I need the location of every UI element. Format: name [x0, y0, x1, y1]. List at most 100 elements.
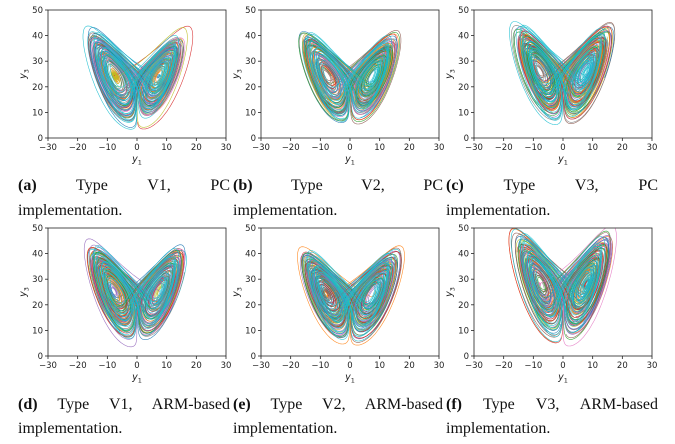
panel-c: −30 −20 −10 0 10 20 30 0 10 20 30 40 50 y1 y3	[444, 6, 659, 166]
x-tick-label: 0	[134, 361, 139, 371]
y-axis-label: y3	[231, 69, 244, 80]
caption-e-text2: implementation.	[233, 420, 338, 437]
y-tick-label: 40	[32, 32, 43, 42]
caption-d-text2: implementation.	[18, 420, 123, 437]
x-tick-label: 20	[191, 361, 202, 371]
y-tick-label: 0	[251, 134, 256, 144]
x-tick-label: −10	[524, 361, 542, 371]
x-tick-label: −10	[98, 361, 116, 371]
trajectory-line-core	[307, 251, 390, 338]
trajectory-line-core	[520, 234, 603, 335]
y-tick-label: 20	[245, 301, 256, 311]
panel-e: −30 −20 −10 0 10 20 30 0 10 20 30 40 50 y1 y3	[231, 224, 446, 384]
x-tick-label: −30	[39, 143, 57, 153]
x-tick-label: 30	[221, 361, 232, 371]
x-tick-label: −20	[495, 143, 513, 153]
caption-d-text: Type V1, ARM-based	[57, 396, 230, 413]
x-tick-label: −10	[524, 143, 542, 153]
y-tick-label: 10	[458, 108, 469, 118]
y-tick-label: 40	[32, 250, 43, 260]
x-tick-label: −10	[311, 143, 329, 153]
caption-b-text: Type V2, PC	[290, 177, 443, 194]
y-tick-label: 50	[245, 6, 256, 16]
trajectory-line-core	[522, 236, 606, 334]
y-tick-label: 0	[464, 352, 469, 362]
x-axis-label: y1	[344, 154, 355, 166]
y-tick-label: 10	[32, 108, 43, 118]
caption-b-line2: implementation.	[233, 196, 443, 226]
y-tick-label: 40	[245, 32, 256, 42]
y-tick-label: 50	[245, 224, 256, 234]
caption-a-text2: implementation.	[18, 202, 123, 219]
y-axis-label: y3	[231, 287, 244, 298]
caption-b-text2: implementation.	[233, 202, 338, 219]
caption-c-text2: implementation.	[446, 202, 551, 219]
x-tick-label: −20	[282, 143, 300, 153]
y-tick-label: 30	[245, 57, 256, 67]
x-axis-label: y1	[557, 372, 568, 384]
caption-e-tag: (e)	[233, 396, 251, 413]
y-tick-label: 10	[245, 108, 256, 118]
y-tick-label: 50	[32, 6, 43, 16]
trajectory-group	[83, 238, 187, 348]
trajectory-line	[110, 27, 188, 128]
trajectory-line-core	[522, 27, 606, 118]
x-tick-label: 30	[647, 361, 658, 371]
x-axis-label: y1	[131, 372, 142, 384]
caption-f-text: Type V3, ARM-based	[483, 396, 658, 413]
x-axis-label: y1	[344, 372, 355, 384]
caption-d: (d) Type V1, ARM-based	[18, 390, 230, 420]
x-tick-label: −20	[69, 143, 87, 153]
caption-c-line2: implementation.	[446, 196, 658, 226]
x-tick-label: 30	[434, 361, 445, 371]
y-tick-label: 0	[38, 134, 43, 144]
x-tick-label: 20	[404, 361, 415, 371]
y-tick-label: 10	[245, 326, 256, 336]
x-tick-label: −20	[282, 361, 300, 371]
x-tick-label: 10	[161, 143, 172, 153]
chart-c: −30 −20 −10 0 10 20 30 0 10 20 30 40 50 y1 y3	[444, 6, 658, 166]
y-tick-label: 40	[245, 250, 256, 260]
x-tick-label: −30	[252, 361, 270, 371]
y-tick-label: 50	[458, 224, 469, 234]
x-axis-label: y1	[131, 154, 142, 166]
caption-f: (f) Type V3, ARM-based	[446, 390, 658, 420]
caption-c-tag: (c)	[446, 177, 464, 194]
x-tick-label: −10	[98, 143, 116, 153]
caption-d-tag: (d)	[18, 396, 38, 413]
y-tick-label: 30	[32, 275, 43, 285]
trajectory-line-core	[96, 248, 180, 336]
trajectory-group	[82, 25, 194, 130]
y-tick-label: 30	[458, 275, 469, 285]
caption-e-line2: implementation.	[233, 414, 443, 444]
trajectory-group	[509, 21, 616, 125]
caption-f-tag: (f)	[446, 396, 462, 413]
y-tick-label: 0	[251, 352, 256, 362]
y-tick-label: 20	[458, 83, 469, 93]
x-tick-label: 0	[134, 143, 139, 153]
y-tick-label: 10	[458, 326, 469, 336]
y-tick-label: 20	[32, 301, 43, 311]
y-tick-label: 30	[245, 275, 256, 285]
caption-a: (a) Type V1, PC	[18, 171, 230, 201]
x-tick-label: 10	[161, 361, 172, 371]
caption-f-text2: implementation.	[446, 420, 551, 437]
y-tick-label: 30	[458, 57, 469, 67]
x-tick-label: 0	[560, 361, 565, 371]
x-tick-label: 0	[347, 143, 352, 153]
caption-a-text: Type V1, PC	[76, 177, 230, 194]
x-tick-label: −30	[465, 361, 483, 371]
y-tick-label: 0	[38, 352, 43, 362]
y-tick-label: 50	[458, 6, 469, 16]
caption-e: (e) Type V2, ARM-based	[233, 390, 443, 420]
y-axis-label: y3	[444, 287, 457, 298]
panel-f: −30 −20 −10 0 10 20 30 0 10 20 30 40 50 y1 y3	[444, 224, 659, 384]
y-axis-label: y3	[444, 69, 457, 80]
x-tick-label: 30	[647, 143, 658, 153]
trajectory-line-core	[307, 33, 390, 120]
x-tick-label: −20	[495, 361, 513, 371]
chart-a: −30 −20 −10 0 10 20 30 0 10 20 30 40 50 y1 y3	[18, 6, 231, 166]
trajectory-line-core	[96, 35, 180, 119]
x-tick-label: 0	[347, 361, 352, 371]
caption-b-tag: (b)	[233, 177, 253, 194]
